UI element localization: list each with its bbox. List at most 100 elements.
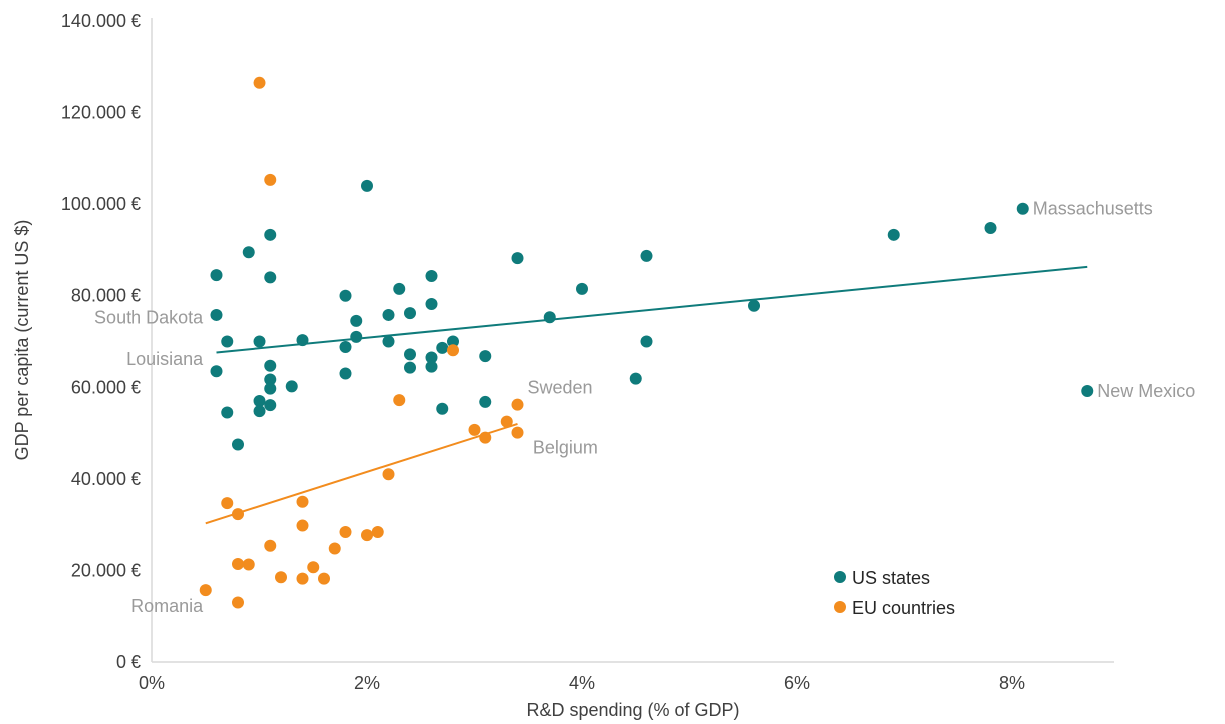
annotation-label: South Dakota [94,308,204,328]
data-point-us-state [253,405,266,418]
data-point-us-state [511,252,524,265]
data-point-eu-country [393,394,406,407]
data-point-eu-country [307,561,320,574]
y-tick-label: 40.000 € [71,469,141,489]
data-point-eu-country [242,558,255,571]
data-point-us-state [232,438,244,451]
data-point-us-state [393,282,406,295]
data-point-eu-country [500,415,513,428]
data-point-us-state [404,348,416,361]
data-point-us-state [382,308,395,321]
data-point-eu-country [361,529,373,542]
data-point-eu-country [371,525,384,538]
data-point-eu-country [468,423,481,436]
data-point-eu-country [447,344,459,357]
legend-label-us-states: US states [852,568,930,588]
data-point-us-state [296,334,309,347]
data-point-us-state [447,335,459,348]
data-point-us-state [339,340,352,353]
legend-label-eu-countries: EU countries [852,598,955,618]
legend-marker-us-states [834,571,846,583]
annotation-label: Louisiana [126,349,204,369]
x-tick-label: 0% [139,673,165,693]
data-point-us-state [640,335,653,348]
data-point-us-state [1016,202,1029,215]
data-point-eu-country [511,398,524,411]
data-point-us-state [479,350,492,363]
trendline-series-1 [205,422,518,525]
data-point-eu-country [232,508,244,521]
data-point-us-state [576,282,588,295]
data-point-us-state [264,373,277,386]
data-point-eu-country [339,525,352,538]
data-point-eu-country [199,584,212,597]
data-point-eu-country [479,431,492,444]
data-point-us-state [242,246,255,259]
x-axis-title: R&D spending (% of GDP) [526,700,739,720]
point-annotations: Massachusetts New Mexico Sweden Belgium Sout… [94,199,1195,616]
data-point-us-state [887,228,900,241]
data-point-us-state [285,380,298,393]
y-tick-label: 60.000 € [71,377,141,397]
data-point-us-state [264,382,277,395]
data-point-eu-country [296,572,309,585]
x-tick-label: 8% [999,673,1025,693]
data-point-eu-country [221,497,234,510]
x-tick-label: 6% [784,673,810,693]
data-point-us-state [425,351,438,364]
y-tick-label: 0 € [116,652,141,672]
data-point-us-state [984,221,997,234]
data-point-us-state [425,360,438,373]
data-point-eu-country [511,426,524,439]
y-tick-label: 80.000 € [71,286,141,306]
data-point-us-state [382,335,395,348]
data-points [199,76,1094,609]
data-point-us-state [350,330,363,343]
y-tick-label: 120.000 € [61,103,141,123]
data-point-us-state [264,228,277,241]
axes [151,18,1114,663]
data-point-eu-country [296,519,309,532]
trendlines [205,265,1088,525]
data-point-us-state [221,406,234,419]
x-tick-labels: 0% 2% 4% 6% 8% [139,673,1025,693]
y-tick-labels: 0 € 20.000 € 40.000 € 60.000 € 80.000 € 100.0… [61,11,141,672]
y-axis-title: GDP per capita (current US $) [12,220,32,461]
data-point-us-state [361,179,373,192]
data-point-us-state [339,367,352,380]
data-point-us-state [425,270,438,283]
y-tick-label: 140.000 € [61,11,141,31]
data-point-us-state [264,399,277,412]
data-point-us-state [404,361,416,374]
data-point-us-state [436,402,449,415]
data-point-us-state [425,297,438,310]
y-tick-label: 20.000 € [71,560,141,580]
data-point-eu-country [232,596,244,609]
data-point-eu-country [296,495,309,508]
data-point-us-state [350,314,363,327]
data-point-us-state [253,335,266,348]
annotation-label: New Mexico [1097,381,1195,401]
data-point-us-state [264,359,277,372]
data-point-us-state [436,341,449,354]
data-point-eu-country [232,558,244,571]
data-point-us-state [1081,384,1094,397]
data-point-us-state [253,395,266,408]
data-point-us-state [404,307,416,320]
x-tick-label: 4% [569,673,595,693]
x-tick-label: 2% [354,673,380,693]
data-point-eu-country [264,173,277,186]
data-point-eu-country [382,468,395,481]
legend-marker-eu-countries [834,601,846,613]
data-point-eu-country [328,542,341,555]
data-point-eu-country [318,572,330,585]
data-point-us-state [339,289,352,302]
data-point-us-state [479,395,492,408]
data-point-us-state [210,308,223,321]
data-point-us-state [543,311,556,324]
data-point-eu-country [253,76,266,89]
annotation-label: Belgium [533,438,598,458]
data-point-us-state [210,365,223,378]
annotation-label: Sweden [528,377,593,397]
